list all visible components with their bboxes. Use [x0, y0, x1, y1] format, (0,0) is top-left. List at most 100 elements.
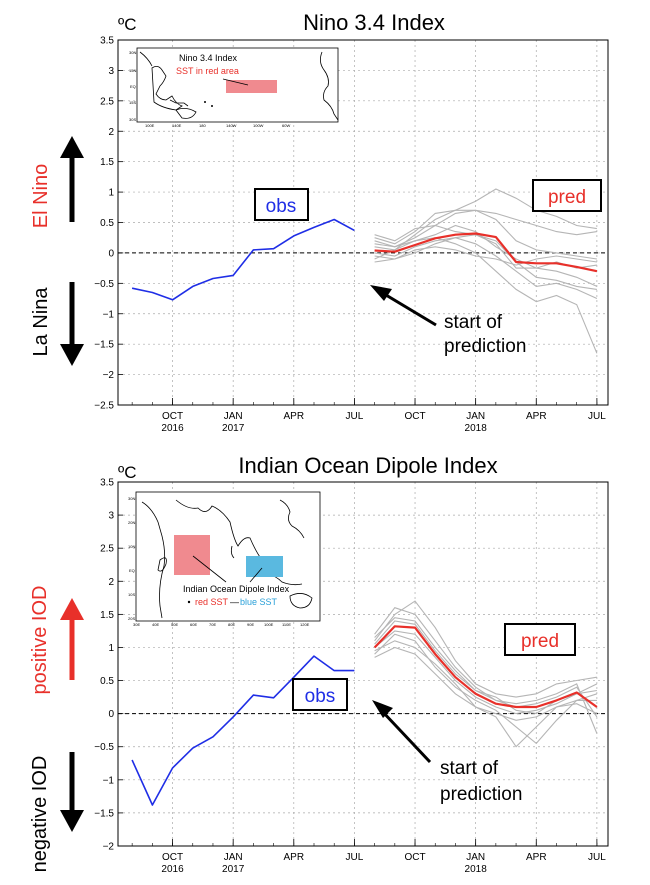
- nino34-xtick-month: OCT: [162, 411, 183, 422]
- svg-text:100E: 100E: [145, 123, 155, 128]
- nino34-ytick-label: 1.5: [100, 157, 114, 168]
- nino34-series: [131, 218, 598, 301]
- iod-inset-blue-note: blue SST: [240, 597, 278, 607]
- arrow-up-icon: [60, 598, 84, 680]
- svg-text:140E: 140E: [172, 123, 182, 128]
- iod-xtick-year: 2017: [222, 864, 245, 875]
- nino34-ytick-label: 3: [108, 66, 114, 77]
- nino34-unit: ºC: [118, 15, 137, 34]
- iod-ensemble-members: [374, 600, 598, 748]
- nino34-inset-title: Nino 3.4 Index: [179, 53, 238, 63]
- svg-text:100E: 100E: [264, 622, 274, 627]
- iod-start-arrow: [372, 700, 432, 764]
- iod-y-ticks: 3.5 3 2.5 2 1.5 1 0.5 0 −0.5 −1 −1.5 −2: [94, 478, 123, 853]
- iod-title: Indian Ocean Dipole Index: [238, 453, 497, 478]
- iod-panel: ºC Indian Ocean Dipole Index 3.5 3 2.5 2 1.5…: [29, 453, 609, 875]
- nino34-ytick-label: 0: [108, 248, 114, 259]
- iod-ytick-label: 1: [108, 643, 114, 654]
- nino34-ytick-label: −2.5: [94, 401, 114, 412]
- svg-text:EQ: EQ: [129, 568, 135, 573]
- nino34-xtick-month: APR: [284, 411, 305, 422]
- svg-text:30E: 30E: [133, 622, 140, 627]
- nino34-ytick-label: −2: [103, 370, 115, 381]
- nino34-ytick-label: 3.5: [100, 36, 114, 47]
- iod-obs-line: [131, 655, 355, 806]
- nino34-obs-line: [131, 218, 355, 301]
- iod-xtick-month: JAN: [466, 852, 485, 863]
- svg-text:100W: 100W: [253, 123, 264, 128]
- svg-text:EQ: EQ: [130, 84, 136, 89]
- iod-xtick-month: JAN: [224, 852, 243, 863]
- nino34-ytick-label: −1.5: [94, 340, 114, 351]
- iod-member-line: [374, 630, 598, 715]
- nino34-inset-note: SST in red area: [176, 66, 239, 76]
- nino34-title: Nino 3.4 Index: [303, 10, 445, 35]
- la-nina-label: La Nina: [30, 287, 52, 357]
- iod-xtick-month: APR: [526, 852, 547, 863]
- nino34-xtick-year: 2016: [161, 423, 184, 434]
- iod-inset-map: Indian Ocean Dipole Index red SST — blue…: [128, 491, 321, 627]
- nino34-member-line: [374, 237, 598, 300]
- svg-text:140W: 140W: [226, 123, 237, 128]
- nino34-ytick-label: 0.5: [100, 218, 114, 229]
- iod-annotation-line2: prediction: [440, 784, 522, 805]
- nino34-annotation-line1: start of: [444, 312, 503, 333]
- iod-plot-frame: [117, 481, 609, 847]
- iod-ytick-label: 2: [108, 577, 114, 588]
- svg-text:30N: 30N: [129, 50, 136, 55]
- el-nino-label: El Nino: [30, 164, 52, 228]
- nino34-y-ticks: 3.5 3 2.5 2 1.5 1 0.5 0 −0.5 −1 −1.5 −2 −2.5: [94, 36, 123, 412]
- iod-member-line: [374, 600, 597, 698]
- nino34-member-line: [374, 234, 597, 290]
- nino34-member-line: [374, 188, 597, 251]
- nino34-ytick-label: −0.5: [94, 279, 114, 290]
- iod-member-line: [374, 633, 597, 745]
- nino34-ytick-label: −1: [103, 309, 115, 320]
- nino34-annotation-line2: prediction: [444, 336, 526, 357]
- nino34-ytick-label: 2.5: [100, 96, 114, 107]
- svg-text:15N: 15N: [129, 68, 136, 73]
- nino34-member-line: [374, 224, 598, 287]
- svg-text:20N: 20N: [128, 520, 135, 525]
- iod-obs-label: obs: [305, 686, 336, 707]
- iod-inset-red-note: red SST: [195, 597, 229, 607]
- nino34-obs-box: [254, 188, 309, 221]
- nino34-member-line: [374, 209, 597, 248]
- arrow-down-icon: [60, 282, 84, 366]
- nino34-start-arrow: [370, 285, 437, 327]
- iod-unit: ºC: [118, 463, 137, 482]
- arrow-down-icon: [60, 752, 84, 832]
- iod-series: [131, 625, 598, 806]
- svg-text:40E: 40E: [152, 622, 159, 627]
- nino34-xtick-year: 2018: [465, 423, 488, 434]
- iod-member-line: [374, 646, 598, 721]
- svg-text:110E: 110E: [282, 622, 291, 627]
- iod-xtick-year: 2016: [161, 864, 184, 875]
- svg-text:30S: 30S: [129, 117, 136, 122]
- iod-xtick-month: JUL: [346, 852, 364, 863]
- iod-xtick-month: OCT: [162, 852, 183, 863]
- iod-xtick-month: JUL: [588, 852, 606, 863]
- iod-ytick-label: −1: [103, 775, 115, 786]
- iod-ytick-label: −2: [103, 842, 115, 853]
- nino34-pred-label: pred: [548, 187, 586, 208]
- nino34-inset-map: Nino 3.4 Index SST in red area 30N 15N E…: [129, 47, 339, 128]
- svg-text:10S: 10S: [128, 592, 135, 597]
- svg-text:120E: 120E: [300, 622, 310, 627]
- svg-text:180: 180: [199, 123, 206, 128]
- svg-text:15S: 15S: [129, 100, 136, 105]
- iod-pred-line: [373, 625, 598, 709]
- svg-text:30N: 30N: [128, 496, 135, 501]
- iod-member-line: [374, 617, 598, 734]
- svg-text:60W: 60W: [282, 123, 290, 128]
- nino34-xtick-month: APR: [526, 411, 547, 422]
- nino34-pred-line: [374, 232, 598, 273]
- iod-obs-box: [292, 678, 348, 711]
- nino34-obs-label: obs: [266, 196, 297, 217]
- iod-ytick-label: 2.5: [100, 544, 114, 555]
- nino34-ensemble-members: [374, 188, 598, 354]
- svg-text:50E: 50E: [171, 622, 178, 627]
- svg-text:10N: 10N: [128, 544, 135, 549]
